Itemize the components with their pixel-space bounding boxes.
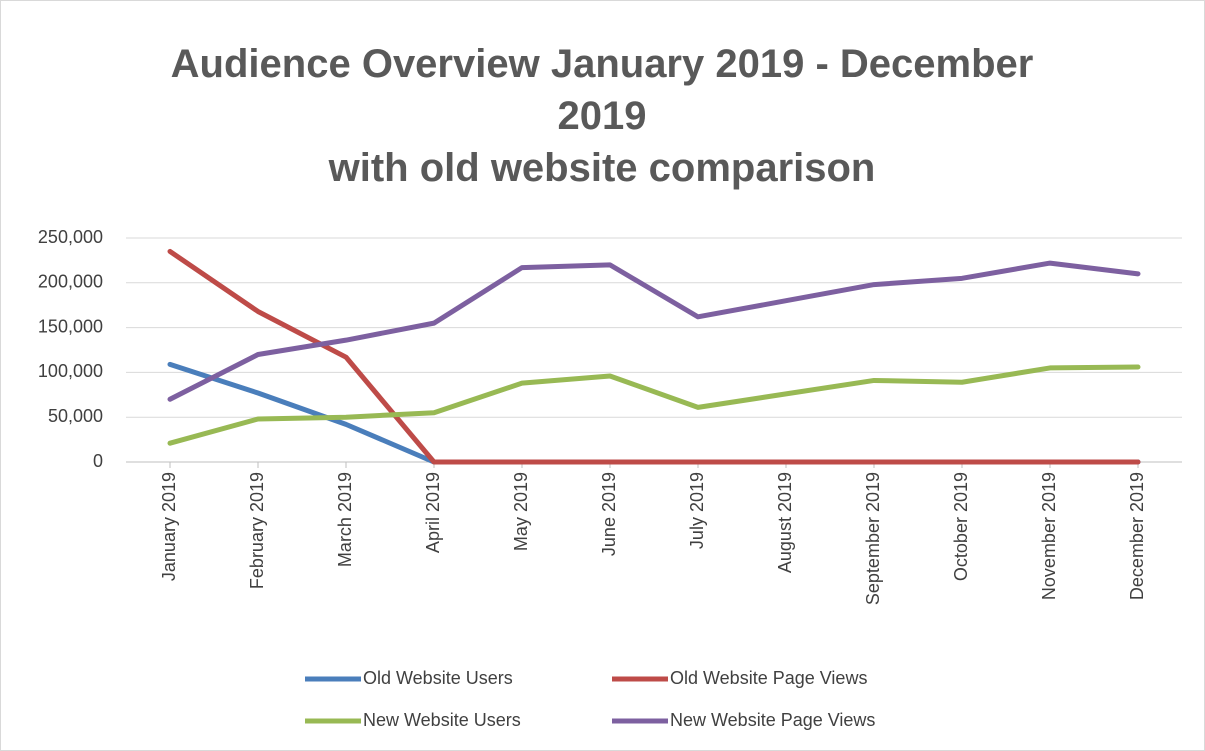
chart-title: Audience Overview January 2019 - Decembe… (170, 42, 1034, 138)
legend-label: Old Website Page Views (670, 668, 867, 688)
y-tick-label: 250,000 (38, 227, 103, 247)
x-tick-label: July 2019 (687, 472, 707, 549)
y-tick-label: 150,000 (38, 316, 103, 336)
series-line (167, 260, 1141, 402)
x-tick-label: September 2019 (863, 472, 883, 605)
y-tick-label: 100,000 (38, 361, 103, 381)
x-tick-label: January 2019 (159, 472, 179, 581)
legend-label: New Website Page Views (670, 710, 875, 730)
x-tick-label: December 2019 (1127, 472, 1147, 600)
legend-label: Old Website Users (363, 668, 513, 688)
x-tick-label: November 2019 (1039, 472, 1059, 600)
x-tick-label: May 2019 (511, 472, 531, 551)
title-block: Audience Overview January 2019 - Decembe… (137, 38, 1067, 194)
series-line (167, 364, 1141, 446)
x-tick-label: April 2019 (423, 472, 443, 553)
series-line (167, 248, 1141, 465)
x-tick-label: August 2019 (775, 472, 795, 573)
legend-label: New Website Users (363, 710, 521, 730)
x-tick-label: March 2019 (335, 472, 355, 567)
x-tick-label: October 2019 (951, 472, 971, 581)
x-tick-label: February 2019 (247, 472, 267, 589)
x-tick-label: June 2019 (599, 472, 619, 556)
chart-subtitle: with old website comparison (328, 146, 876, 190)
y-tick-label: 0 (93, 451, 103, 471)
y-tick-label: 50,000 (48, 406, 103, 426)
y-tick-label: 200,000 (38, 272, 103, 292)
